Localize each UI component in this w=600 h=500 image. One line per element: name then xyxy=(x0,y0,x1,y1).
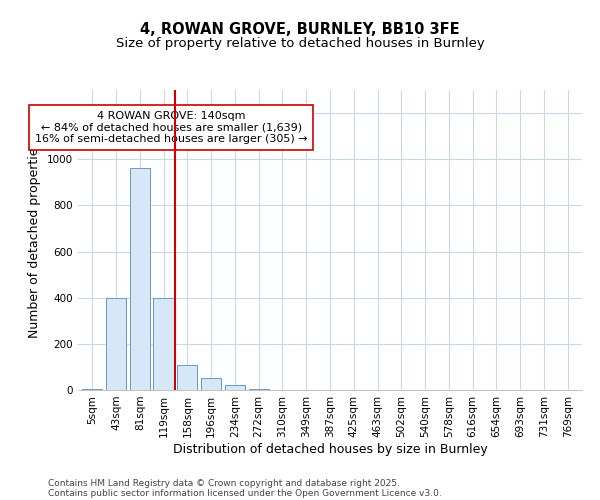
Text: 4 ROWAN GROVE: 140sqm
← 84% of detached houses are smaller (1,639)
16% of semi-d: 4 ROWAN GROVE: 140sqm ← 84% of detached … xyxy=(35,111,308,144)
X-axis label: Distribution of detached houses by size in Burnley: Distribution of detached houses by size … xyxy=(173,442,487,456)
Text: Contains HM Land Registry data © Crown copyright and database right 2025.: Contains HM Land Registry data © Crown c… xyxy=(48,478,400,488)
Bar xyxy=(154,298,173,390)
Text: Size of property relative to detached houses in Burnley: Size of property relative to detached ho… xyxy=(116,38,484,51)
Y-axis label: Number of detached properties: Number of detached properties xyxy=(28,142,41,338)
Bar xyxy=(130,168,150,390)
Bar xyxy=(225,386,245,390)
Bar xyxy=(201,378,221,390)
Bar xyxy=(177,364,197,390)
Bar xyxy=(82,389,103,390)
Bar xyxy=(248,389,269,390)
Text: 4, ROWAN GROVE, BURNLEY, BB10 3FE: 4, ROWAN GROVE, BURNLEY, BB10 3FE xyxy=(140,22,460,38)
Bar xyxy=(106,298,126,390)
Text: Contains public sector information licensed under the Open Government Licence v3: Contains public sector information licen… xyxy=(48,488,442,498)
